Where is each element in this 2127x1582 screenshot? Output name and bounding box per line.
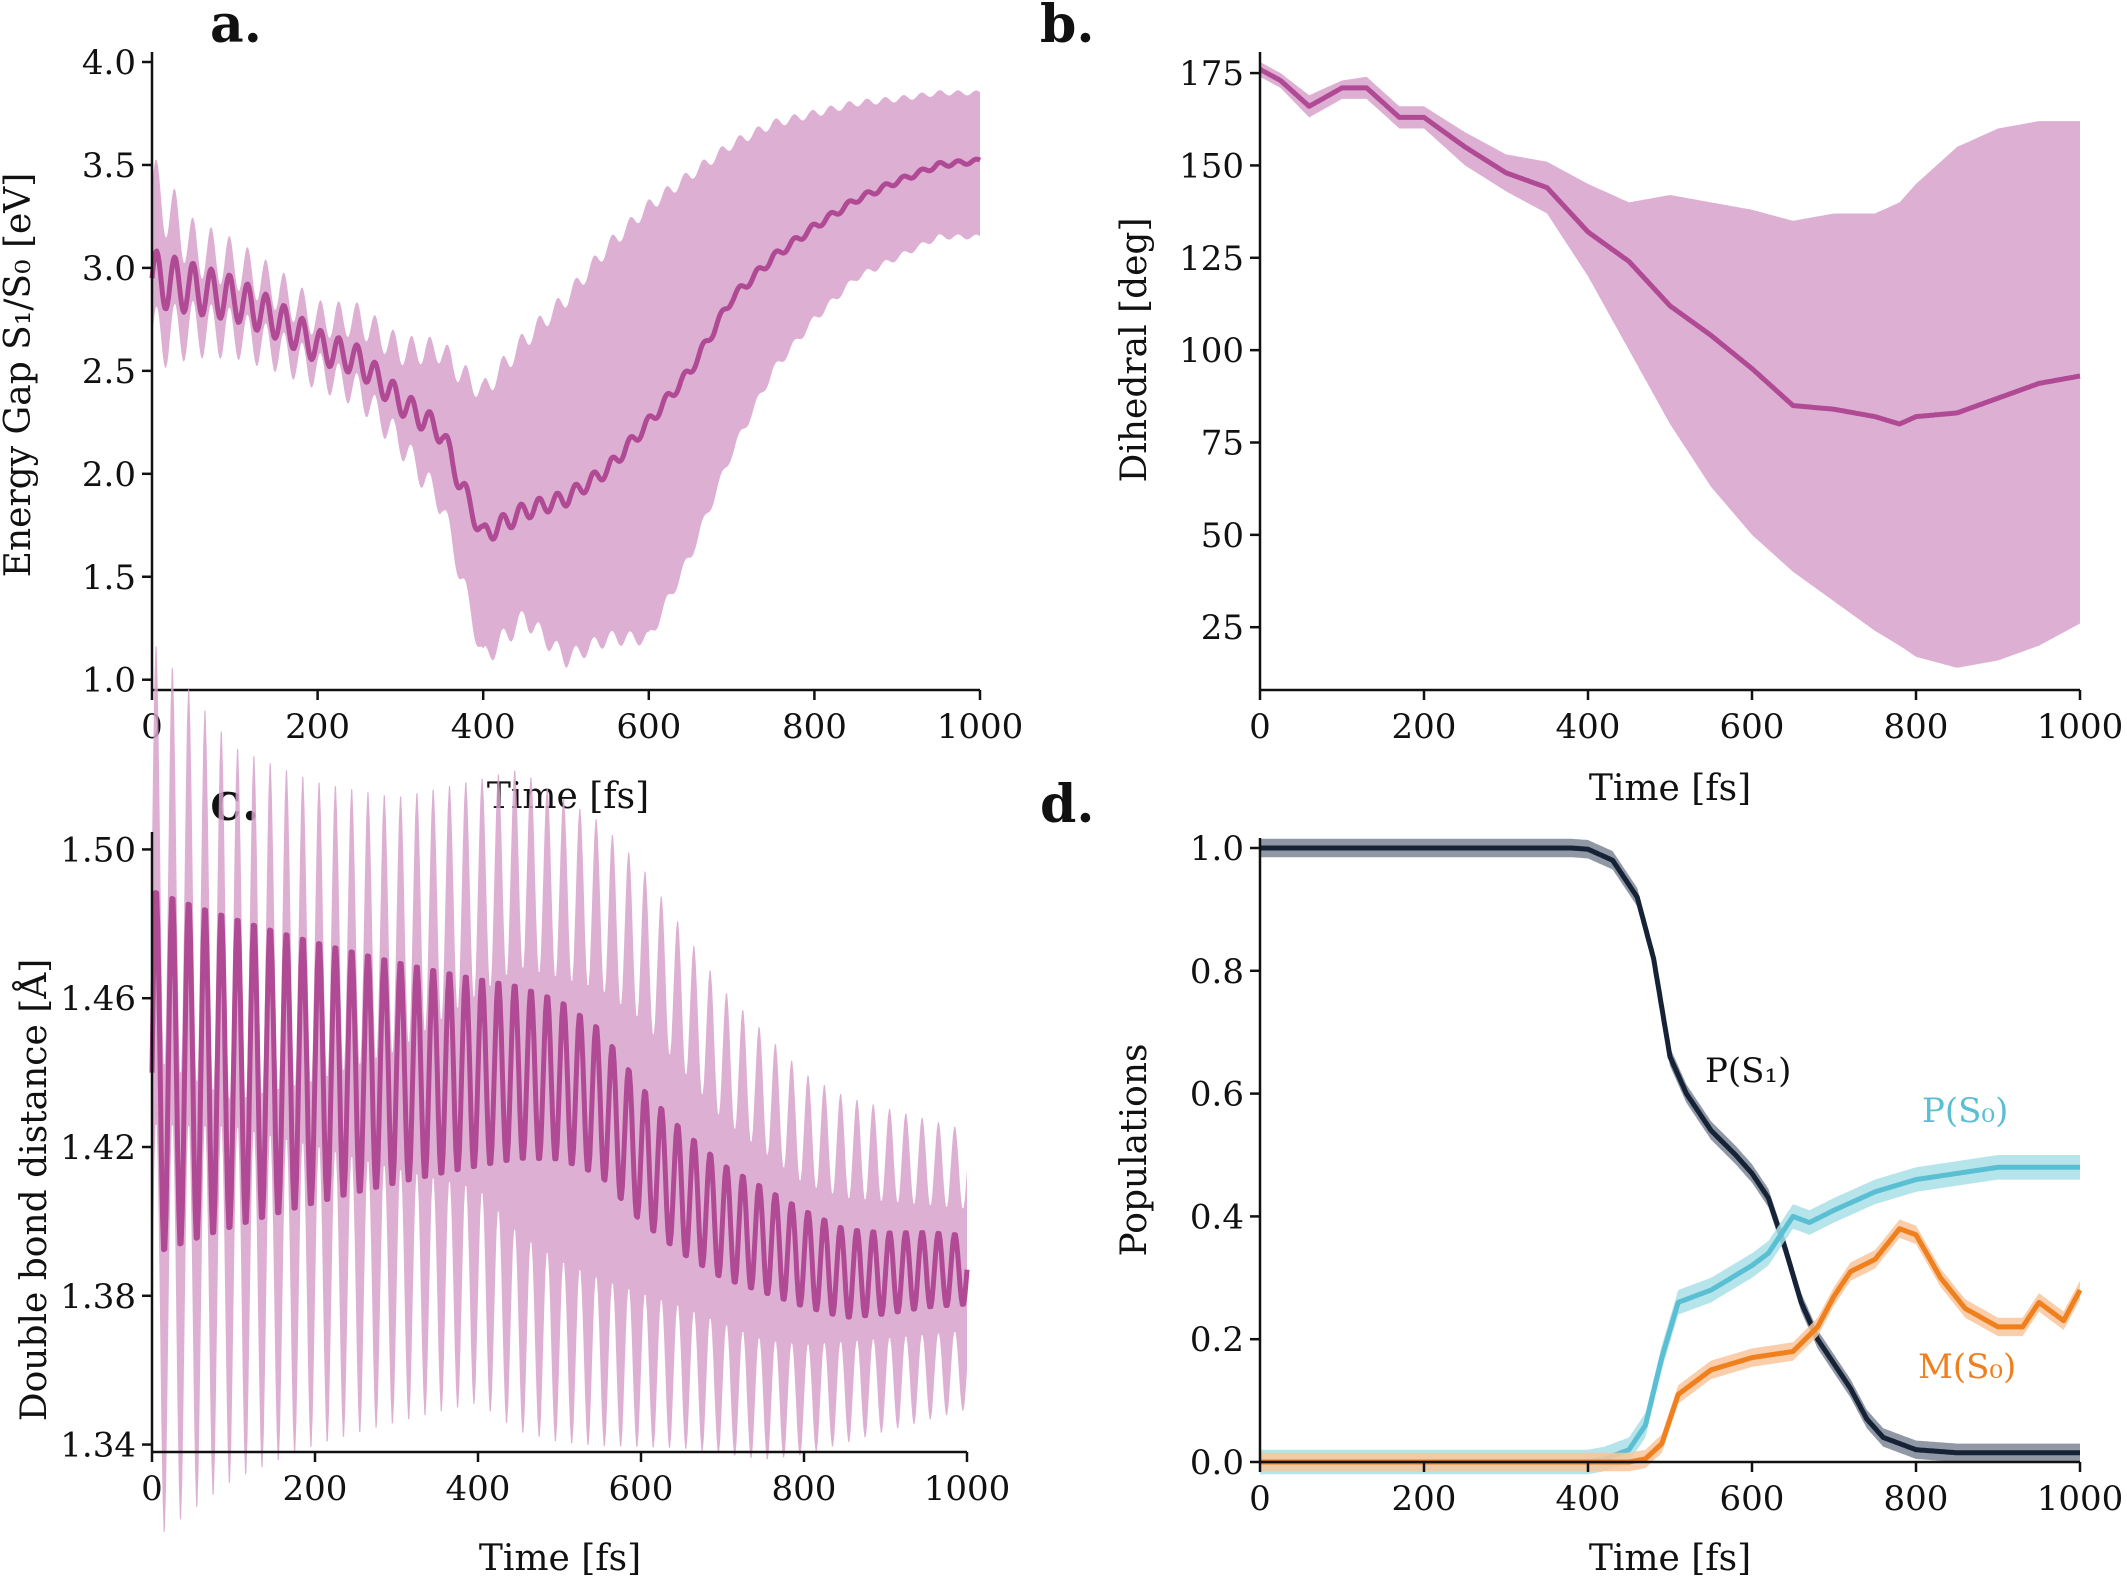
y-tick-label-d-5: 1.0 xyxy=(1190,829,1244,869)
line-b-0 xyxy=(1258,67,2082,427)
x-tick-label-d-800: 800 xyxy=(1884,1479,1949,1519)
x-tick-label-a-1000: 1000 xyxy=(937,707,1024,747)
y-tick-label-b-3: 100 xyxy=(1179,331,1244,371)
x-tick-label-d-600: 600 xyxy=(1720,1479,1785,1519)
y-tick-label-c-2: 1.42 xyxy=(60,1128,136,1168)
panel-d-xlabel: Time [fs] xyxy=(1589,1538,1751,1579)
x-tick-label-d-400: 400 xyxy=(1556,1479,1621,1519)
panel-c-xlabel: Time [fs] xyxy=(479,1538,641,1579)
y-tick-label-b-5: 150 xyxy=(1179,146,1244,186)
x-tick-label-c-800: 800 xyxy=(772,1469,837,1509)
band-a-0 xyxy=(152,90,980,668)
x-tick-label-d-0: 0 xyxy=(1249,1479,1271,1519)
series-label-m-s0: M(S₀) xyxy=(1918,1347,2016,1387)
panel-b-xlabel: Time [fs] xyxy=(1589,768,1751,809)
series-label-p-s0: P(S₀) xyxy=(1922,1091,2008,1131)
line-a-0 xyxy=(149,156,982,542)
y-tick-label-a-4: 3.0 xyxy=(82,249,136,289)
band-b-0 xyxy=(1260,62,2080,668)
x-tick-label-c-0: 0 xyxy=(141,1469,163,1509)
y-tick-label-b-4: 125 xyxy=(1179,239,1244,279)
x-tick-label-d-200: 200 xyxy=(1392,1479,1457,1519)
x-tick-label-a-800: 800 xyxy=(782,707,847,747)
panel-b: b. 0 200 400 600 800 1000 25 50 75 100 125 150 175 T… xyxy=(1040,0,2123,809)
panel-d-label: d. xyxy=(1040,774,1094,835)
panel-c-label: c. xyxy=(210,772,260,833)
y-tick-label-d-2: 0.4 xyxy=(1190,1197,1244,1237)
x-tick-label-a-200: 200 xyxy=(285,707,350,747)
panel-a: a. 0 200 400 600 800 1000 1.0 1.5 2.0 2.5 3.0 3.5 4.… xyxy=(0,0,1023,817)
panel-a-xlabel: Time [fs] xyxy=(487,776,649,817)
panel-a-ylabel: Energy Gap S₁/S₀ [eV] xyxy=(0,173,39,578)
y-tick-label-b-6: 175 xyxy=(1179,54,1244,94)
panel-a-plot: 0 200 400 600 800 1000 1.0 1.5 2.0 2.5 3.0 3.5 4.0 xyxy=(82,43,1023,747)
y-tick-label-c-4: 1.50 xyxy=(60,830,136,870)
y-tick-label-c-0: 1.34 xyxy=(60,1426,136,1466)
panel-c: c. 0 200 400 600 800 1000 1.34 1.38 1.42 1.46 1.50… xyxy=(13,645,1011,1579)
x-tick-label-c-1000: 1000 xyxy=(924,1469,1011,1509)
panel-d: d. 0 200 400 600 800 1000 0.0 0.2 0.4 0.6 0.8 1.0 T… xyxy=(1040,774,2123,1579)
line-d-0 xyxy=(1258,845,2082,1456)
x-tick-label-d-1000: 1000 xyxy=(2037,1479,2124,1519)
panel-b-plot: 0 200 400 600 800 1000 25 50 75 100 125 150 175 xyxy=(1179,52,2123,747)
panel-b-label: b. xyxy=(1040,0,1094,55)
y-tick-label-d-4: 0.8 xyxy=(1190,952,1244,992)
y-tick-label-d-0: 0.0 xyxy=(1190,1443,1244,1483)
y-tick-label-b-2: 75 xyxy=(1201,423,1244,463)
x-tick-label-b-200: 200 xyxy=(1392,707,1457,747)
x-tick-label-b-1000: 1000 xyxy=(2037,707,2124,747)
panel-a-label: a. xyxy=(210,0,262,55)
line-c-0 xyxy=(149,890,970,1320)
x-tick-label-c-400: 400 xyxy=(446,1469,511,1509)
y-tick-label-b-1: 50 xyxy=(1201,516,1244,556)
y-tick-label-c-3: 1.46 xyxy=(60,979,136,1019)
x-tick-label-b-600: 600 xyxy=(1720,707,1785,747)
y-tick-label-b-0: 25 xyxy=(1201,608,1244,648)
panel-d-plot: 0 200 400 600 800 1000 0.0 0.2 0.4 0.6 0.8 1.0 xyxy=(1190,829,2123,1519)
y-tick-label-a-3: 2.5 xyxy=(82,352,136,392)
x-tick-label-a-0: 0 xyxy=(141,707,163,747)
y-tick-label-d-3: 0.6 xyxy=(1190,1075,1244,1115)
panel-d-ylabel: Populations xyxy=(1114,1044,1155,1257)
x-tick-label-a-600: 600 xyxy=(616,707,681,747)
x-tick-label-b-400: 400 xyxy=(1556,707,1621,747)
y-tick-label-d-1: 0.2 xyxy=(1190,1320,1244,1360)
y-tick-label-a-0: 1.0 xyxy=(82,661,136,701)
y-tick-label-a-1: 1.5 xyxy=(82,558,136,598)
x-tick-label-c-600: 600 xyxy=(609,1469,674,1509)
panel-c-ylabel: Double bond distance [Å] xyxy=(13,959,55,1422)
x-tick-label-c-200: 200 xyxy=(283,1469,348,1509)
band-d-2 xyxy=(1260,1219,2080,1472)
y-tick-label-a-2: 2.0 xyxy=(82,455,136,495)
series-label-p-s1: P(S₁) xyxy=(1705,1051,1791,1091)
panel-b-ylabel: Dihedral [deg] xyxy=(1114,217,1155,482)
x-tick-label-b-800: 800 xyxy=(1884,707,1949,747)
x-tick-label-a-400: 400 xyxy=(451,707,516,747)
y-tick-label-a-5: 3.5 xyxy=(82,146,136,186)
y-tick-label-a-6: 4.0 xyxy=(82,43,136,83)
y-tick-label-c-1: 1.38 xyxy=(60,1277,136,1317)
x-tick-label-b-0: 0 xyxy=(1249,707,1271,747)
panel-c-plot: 0 200 400 600 800 1000 1.34 1.38 1.42 1.46 1.50 xyxy=(60,645,1011,1533)
